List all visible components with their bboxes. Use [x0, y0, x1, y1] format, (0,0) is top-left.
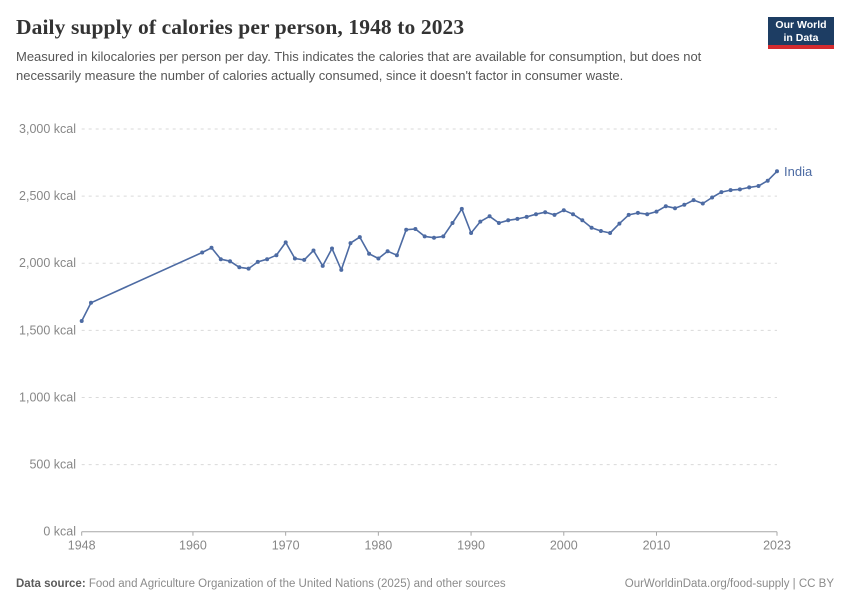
x-tick-label: 2010	[643, 539, 671, 553]
data-point[interactable]	[487, 214, 492, 219]
data-point[interactable]	[524, 214, 529, 219]
data-point[interactable]	[608, 231, 613, 235]
data-point[interactable]	[450, 221, 455, 225]
data-point[interactable]	[265, 257, 270, 262]
data-point[interactable]	[756, 184, 761, 188]
y-tick-label: 1,500 kcal	[19, 323, 76, 337]
data-point[interactable]	[348, 241, 353, 246]
data-point[interactable]	[330, 246, 334, 251]
owid-logo-line1: Our World	[775, 19, 827, 31]
y-tick-label: 3,000 kcal	[19, 122, 76, 136]
data-point[interactable]	[534, 212, 538, 217]
data-point[interactable]	[719, 190, 724, 195]
data-point[interactable]	[765, 178, 770, 183]
x-tick-label: 1990	[457, 539, 485, 553]
x-tick-label: 1948	[68, 539, 96, 553]
data-point[interactable]	[478, 219, 483, 224]
data-point[interactable]	[237, 265, 242, 270]
data-point[interactable]	[747, 185, 752, 190]
page-title: Daily supply of calories per person, 194…	[16, 15, 465, 39]
data-point[interactable]	[302, 257, 307, 262]
data-point[interactable]	[218, 257, 223, 262]
data-point[interactable]	[79, 319, 84, 323]
data-point[interactable]	[394, 253, 399, 258]
x-tick-label: 2023	[763, 539, 791, 553]
data-point[interactable]	[700, 201, 705, 206]
data-point[interactable]	[654, 209, 659, 214]
data-point[interactable]	[663, 204, 668, 209]
chart-subtitle: Measured in kilocalories per person per …	[16, 49, 702, 83]
data-source-label: Data source:	[16, 578, 86, 590]
chart-header: Daily supply of calories per person, 194…	[0, 0, 850, 85]
data-point[interactable]	[376, 256, 381, 261]
y-tick-label: 2,000 kcal	[19, 256, 76, 270]
x-tick-label: 1980	[364, 539, 392, 553]
data-point[interactable]	[580, 218, 585, 223]
data-point[interactable]	[506, 218, 511, 223]
data-point[interactable]	[775, 169, 779, 174]
data-point[interactable]	[645, 212, 650, 217]
data-point[interactable]	[598, 229, 603, 233]
data-point[interactable]	[441, 234, 446, 239]
data-point[interactable]	[617, 221, 622, 226]
data-point[interactable]	[432, 235, 436, 240]
data-point[interactable]	[339, 267, 344, 272]
owid-citation-link[interactable]: OurWorldinData.org/food-supply | CC BY	[624, 578, 834, 590]
x-tick-label: 1960	[179, 539, 207, 553]
data-point[interactable]	[320, 263, 325, 268]
data-point[interactable]	[422, 234, 427, 239]
data-source-text: Food and Agriculture Organization of the…	[85, 578, 506, 590]
data-point[interactable]	[710, 195, 715, 200]
y-tick-label: 1,000 kcal	[19, 390, 76, 404]
owid-logo[interactable]: Our World in Data	[768, 17, 834, 49]
data-point[interactable]	[367, 251, 372, 256]
data-point[interactable]	[496, 221, 501, 225]
y-tick-label: 500 kcal	[29, 458, 76, 472]
data-point[interactable]	[552, 212, 557, 217]
data-point[interactable]	[209, 245, 214, 250]
data-point[interactable]	[682, 202, 687, 207]
data-point[interactable]	[571, 212, 575, 217]
data-point[interactable]	[89, 300, 93, 305]
data-point[interactable]	[635, 210, 640, 215]
entity-label-india[interactable]: India	[784, 164, 813, 179]
data-point[interactable]	[200, 250, 205, 255]
x-tick-label: 2000	[550, 539, 578, 553]
data-point[interactable]	[228, 259, 232, 264]
data-point[interactable]	[543, 210, 548, 215]
data-point[interactable]	[626, 212, 631, 217]
data-point[interactable]	[413, 227, 418, 231]
data-point[interactable]	[469, 231, 474, 235]
y-tick-label: 2,500 kcal	[19, 189, 76, 203]
data-point[interactable]	[737, 187, 742, 192]
data-point[interactable]	[357, 235, 362, 240]
data-point[interactable]	[561, 208, 566, 213]
data-point[interactable]	[589, 225, 594, 230]
data-point[interactable]	[292, 256, 297, 261]
owid-logo-line2: in Data	[783, 31, 819, 44]
data-point[interactable]	[283, 240, 288, 245]
data-point[interactable]	[673, 206, 677, 211]
data-point[interactable]	[515, 216, 520, 221]
data-point[interactable]	[246, 266, 251, 271]
data-source-note: Data source: Food and Agriculture Organi…	[16, 578, 506, 590]
data-point[interactable]	[691, 198, 696, 203]
data-point[interactable]	[255, 259, 260, 264]
y-tick-label: 0 kcal	[43, 525, 76, 539]
chart-footer: Data source: Food and Agriculture Organi…	[0, 578, 850, 590]
data-point[interactable]	[728, 188, 733, 193]
data-point[interactable]	[311, 248, 316, 253]
data-point[interactable]	[459, 206, 464, 211]
data-point[interactable]	[274, 253, 279, 258]
india-series-line[interactable]	[80, 170, 778, 322]
x-tick-label: 1970	[272, 539, 300, 553]
data-point[interactable]	[404, 227, 409, 232]
data-point[interactable]	[385, 249, 390, 254]
